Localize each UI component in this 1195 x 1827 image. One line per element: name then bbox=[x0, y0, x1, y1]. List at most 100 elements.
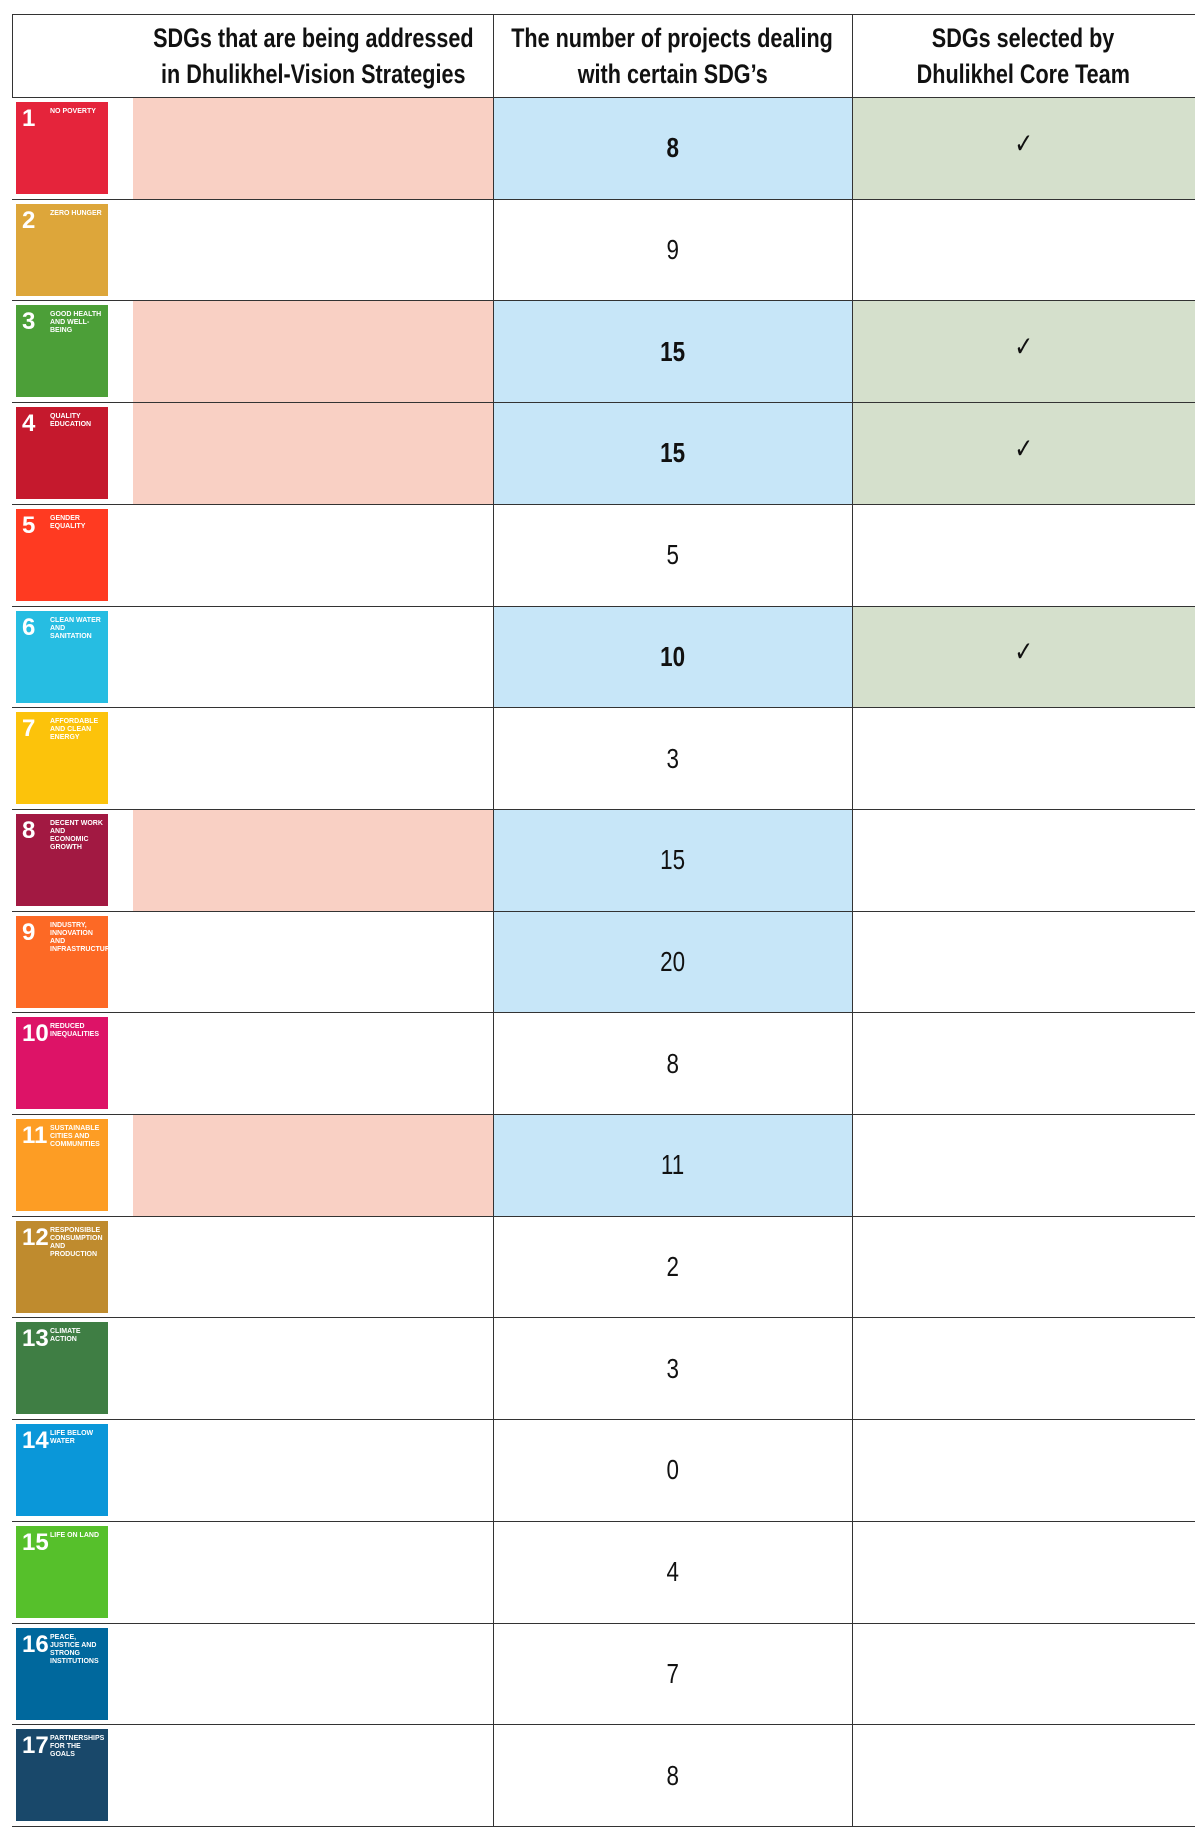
rule bbox=[12, 707, 1195, 709]
projects-cell: 7 bbox=[493, 1624, 852, 1725]
sdg-label: PARTNERSHIPS FOR THE GOALS bbox=[50, 1735, 105, 1759]
text: ✓ bbox=[1014, 331, 1033, 363]
sdg-label: NO POVERTY bbox=[50, 108, 96, 115]
text: Dhulikhel Core Team bbox=[916, 58, 1131, 89]
vision-cell bbox=[133, 301, 493, 403]
sdg-number: 12 bbox=[22, 1223, 49, 1251]
vision-cell bbox=[133, 809, 493, 911]
projects-cell: 4 bbox=[493, 1522, 852, 1623]
core-cell: ✓ bbox=[852, 606, 1195, 708]
sdg-label: QUALITY EDUCATION bbox=[50, 413, 92, 429]
sdg-icon: 6 CLEAN WATER AND SANITATION bbox=[16, 610, 108, 703]
vision-cell bbox=[133, 98, 493, 199]
sdg-label: GENDER EQUALITY bbox=[50, 514, 86, 530]
sdg-number: 3 bbox=[22, 308, 36, 336]
rule bbox=[12, 910, 1195, 912]
text: ✓ bbox=[1014, 636, 1033, 668]
sdg-icon: 12 RESPONSIBLE CONSUMPTION AND PRODUCTION bbox=[16, 1220, 108, 1313]
sdg-number: 9 bbox=[22, 918, 36, 946]
core-cell bbox=[852, 708, 1195, 809]
text: ✓ bbox=[1014, 432, 1033, 464]
core-cell bbox=[852, 912, 1195, 1013]
rule bbox=[12, 1520, 1195, 1522]
projects-cell: 15 bbox=[493, 809, 852, 911]
text: 0 bbox=[666, 1454, 679, 1486]
rule bbox=[12, 1114, 1195, 1115]
sdg-number: 5 bbox=[22, 511, 36, 539]
rule bbox=[12, 300, 1195, 302]
text: 4 bbox=[666, 1556, 679, 1588]
core-cell: ✓ bbox=[852, 98, 1195, 199]
sdg-label: CLEAN WATER AND SANITATION bbox=[50, 616, 101, 640]
rule bbox=[12, 1012, 1195, 1014]
core-cell bbox=[852, 1013, 1195, 1114]
sdg-label: REDUCED INEQUALITIES bbox=[50, 1023, 100, 1039]
sdg-number: 7 bbox=[22, 715, 36, 743]
text: 11 bbox=[660, 1149, 685, 1181]
rule bbox=[12, 808, 1195, 810]
text: in Dhulikhel-Vision Strategies bbox=[160, 58, 466, 89]
core-cell bbox=[852, 200, 1195, 301]
text: 7 bbox=[666, 1657, 679, 1689]
sdg-icon: 16 PEACE, JUSTICE AND STRONG INSTITUTIONS bbox=[16, 1627, 108, 1720]
rule bbox=[12, 198, 1195, 200]
sdg-number: 17 bbox=[22, 1732, 49, 1760]
core-cell bbox=[852, 505, 1195, 606]
projects-cell: 20 bbox=[493, 911, 852, 1013]
header-cell: SDGs that are being addressed in Dhulikhe… bbox=[133, 14, 493, 97]
sdg-number: 10 bbox=[22, 1020, 49, 1048]
core-cell bbox=[852, 1522, 1195, 1623]
rule bbox=[12, 1419, 1195, 1421]
rule bbox=[12, 97, 1195, 98]
sdg-label: INDUSTRY, INNOVATION AND INFRASTRUCTURE bbox=[50, 921, 108, 953]
projects-cell: 8 bbox=[493, 1013, 852, 1114]
rule bbox=[12, 605, 1195, 607]
projects-cell: 8 bbox=[493, 1725, 852, 1826]
text: 8 bbox=[666, 132, 679, 164]
core-cell: ✓ bbox=[852, 301, 1195, 403]
sdg-number: 4 bbox=[22, 410, 36, 438]
sdg-label: GOOD HEALTH AND WELL-BEING bbox=[50, 311, 102, 335]
sdg-icon: 3 GOOD HEALTH AND WELL-BEING bbox=[16, 305, 108, 398]
sdg-icon: 17 PARTNERSHIPS FOR THE GOALS bbox=[16, 1729, 108, 1822]
projects-cell: 3 bbox=[493, 708, 852, 809]
core-cell bbox=[852, 1318, 1195, 1419]
sdg-number: 16 bbox=[22, 1630, 49, 1658]
projects-cell: 10 bbox=[493, 606, 852, 708]
core-cell bbox=[852, 1115, 1195, 1216]
text: 3 bbox=[666, 1352, 679, 1384]
sdg-icon: 2 ZERO HUNGER bbox=[16, 203, 108, 296]
projects-cell: 3 bbox=[493, 1318, 852, 1419]
text: 2 bbox=[666, 1251, 679, 1283]
projects-cell: 2 bbox=[493, 1217, 852, 1318]
sdg-label: DECENT WORK AND ECONOMIC GROWTH bbox=[50, 819, 103, 851]
sdg-icon: 9 INDUSTRY, INNOVATION AND INFRASTRUCTURE bbox=[16, 915, 108, 1008]
rule bbox=[852, 14, 853, 1826]
sdg-label: RESPONSIBLE CONSUMPTION AND PRODUCTION bbox=[50, 1226, 103, 1258]
sdg-icon: 1 NO POVERTY bbox=[16, 102, 108, 194]
projects-cell: 8 bbox=[493, 98, 852, 199]
vision-cell bbox=[133, 1115, 493, 1216]
vision-cell bbox=[133, 403, 493, 504]
core-cell bbox=[852, 1725, 1195, 1826]
core-cell bbox=[852, 810, 1195, 911]
text: 20 bbox=[660, 945, 685, 977]
sdg-number: 8 bbox=[22, 816, 36, 844]
sdg-label: PEACE, JUSTICE AND STRONG INSTITUTIONS bbox=[50, 1633, 99, 1665]
sdg-icon: 11 SUSTAINABLE CITIES AND COMMUNITIES bbox=[16, 1119, 108, 1211]
sdg-label: AFFORDABLE AND CLEAN ENERGY bbox=[50, 718, 99, 742]
sdg-number: 14 bbox=[22, 1427, 49, 1455]
text: 15 bbox=[660, 844, 685, 876]
rule bbox=[12, 503, 1195, 505]
sdg-label: LIFE ON LAND bbox=[50, 1531, 99, 1539]
core-cell bbox=[852, 1624, 1195, 1725]
sdg-icon: 7 AFFORDABLE AND CLEAN ENERGY bbox=[16, 712, 108, 805]
projects-cell: 15 bbox=[493, 301, 852, 403]
projects-cell: 15 bbox=[493, 403, 852, 504]
sdg-icon: 15 LIFE ON LAND bbox=[16, 1525, 108, 1618]
projects-cell: 9 bbox=[493, 200, 852, 301]
text: 3 bbox=[666, 742, 679, 774]
header-cell: SDGs selected by Dhulikhel Core Team bbox=[852, 14, 1195, 97]
header-cell: The number of projects dealing with certa… bbox=[493, 14, 852, 97]
